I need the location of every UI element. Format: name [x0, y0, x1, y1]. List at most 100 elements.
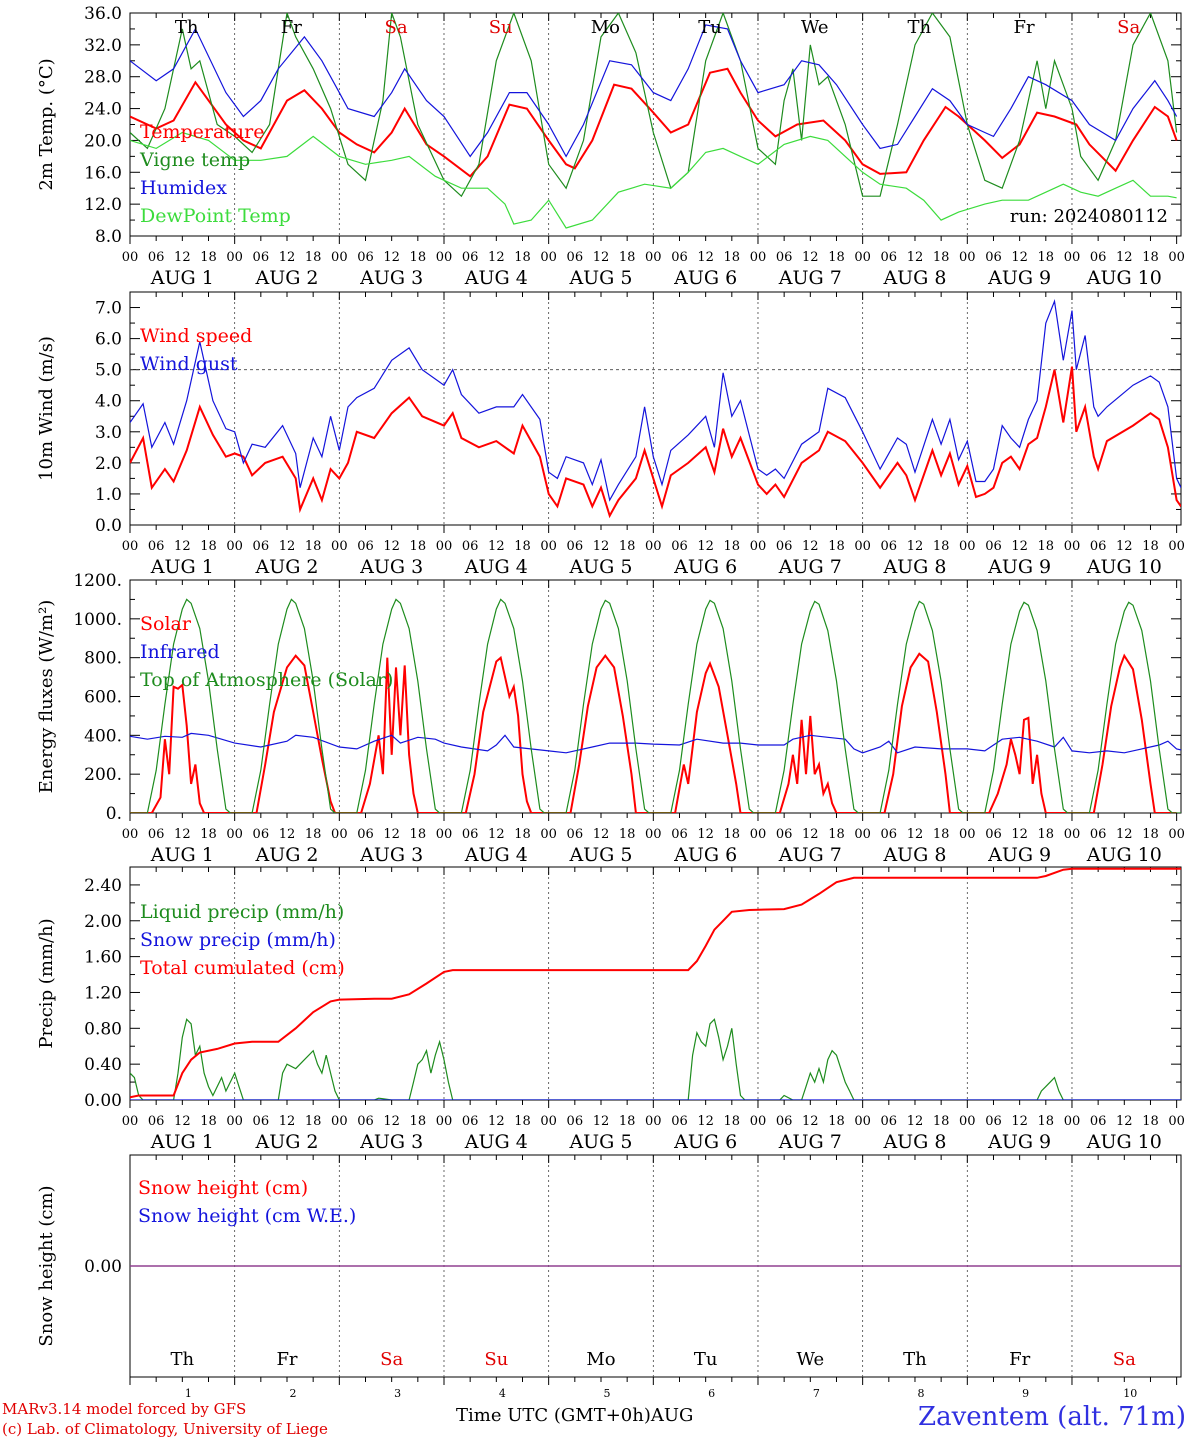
panel-3: 00 06 12 18 00 06 12 18 00 06 12 18 00 06 12 18 00 06 12 18…	[36, 571, 1185, 866]
hour-tick-label: 06	[1090, 250, 1107, 265]
date-label: AUG 4	[464, 1131, 528, 1153]
hour-tick-label: 12	[488, 250, 505, 265]
hour-tick-label: 18	[410, 539, 427, 554]
station-name: Zaventem (alt. 71m)	[918, 1402, 1186, 1432]
date-label: AUG 4	[464, 267, 528, 289]
hour-tick-label: 06	[253, 1114, 270, 1129]
hour-tick-label: 18	[1038, 827, 1055, 842]
hour-tick-label: 06	[881, 250, 898, 265]
hour-tick-label: 12	[802, 827, 819, 842]
panel-4: 00 06 12 18 00 06 12 18 00 06 12 18 00 06 12 18 00 06 12 18…	[36, 866, 1185, 1153]
hour-tick-label: 00	[750, 250, 767, 265]
hour-tick-label: 12	[488, 827, 505, 842]
legend-dewpoint-temp: DewPoint Temp	[140, 205, 291, 227]
series-dewpoint-temp	[130, 131, 1177, 229]
y-tick-label: 28.0	[84, 68, 122, 88]
day-number-label: 5	[603, 1387, 610, 1400]
hour-tick-label: 12	[802, 1114, 819, 1129]
series-wind-speed	[130, 366, 1181, 519]
hour-tick-label: 12	[802, 539, 819, 554]
hour-tick-label: 00	[959, 827, 976, 842]
y-axis-title: Energy fluxes (W/m²)	[36, 600, 57, 794]
series-infrared	[130, 732, 1181, 754]
date-label: AUG 5	[568, 267, 632, 289]
hour-tick-label: 00	[122, 827, 139, 842]
weekday-header: Mo	[591, 17, 620, 38]
weekday-label: Fr	[276, 1349, 297, 1370]
legend-solar: Solar	[140, 613, 192, 635]
hour-tick-label: 18	[933, 1114, 950, 1129]
hour-tick-label: 06	[567, 539, 584, 554]
y-axis-title: Precip (mm/h)	[36, 918, 57, 1048]
run-label: run: 2024080112	[1010, 206, 1168, 227]
hour-tick-label: 06	[985, 827, 1002, 842]
hour-tick-label: 06	[985, 1114, 1002, 1129]
weekday-label: Fr	[1009, 1349, 1030, 1370]
weekday-label: Sa	[380, 1349, 403, 1370]
hour-tick-label: 00	[331, 827, 348, 842]
hour-tick-label: 06	[881, 827, 898, 842]
legend-wind-gust: Wind gust	[140, 353, 238, 375]
hour-tick-label: 06	[462, 250, 479, 265]
hour-tick-label: 12	[697, 539, 714, 554]
date-label: AUG 1	[150, 844, 214, 866]
hour-tick-label: 18	[1038, 539, 1055, 554]
legend-liquid-precip-mm-h-: Liquid precip (mm/h)	[140, 901, 344, 923]
day-number-label: 2	[289, 1387, 296, 1400]
hour-tick-label: 06	[776, 827, 793, 842]
day-number-label: 9	[1022, 1387, 1029, 1400]
date-label: AUG 6	[673, 1131, 737, 1153]
hour-tick-label: 00	[331, 1114, 348, 1129]
plot-frame	[129, 579, 1182, 814]
hour-tick-label: 12	[697, 1114, 714, 1129]
date-label: AUG 7	[778, 844, 842, 866]
hour-tick-label: 00	[645, 827, 662, 842]
series-wind-gust	[130, 299, 1181, 502]
hour-tick-label: 00	[854, 250, 871, 265]
series-top-of-atmosphere-solar-	[130, 598, 1181, 813]
day-number-label: 1	[185, 1387, 192, 1400]
date-label: AUG 3	[359, 1131, 423, 1153]
hour-tick-label: 12	[383, 827, 400, 842]
hour-tick-label: 06	[671, 539, 688, 554]
hour-tick-label: 00	[331, 250, 348, 265]
y-tick-label: 2.00	[84, 912, 122, 932]
hour-tick-label: 06	[985, 250, 1002, 265]
hour-tick-label: 00	[854, 1114, 871, 1129]
y-tick-label: 0.00	[84, 1091, 122, 1111]
hour-tick-label: 06	[1090, 827, 1107, 842]
weekday-header: We	[801, 17, 829, 38]
weekday-header: Su	[489, 17, 513, 38]
hour-tick-label: 18	[1142, 250, 1159, 265]
weekday-label: Tu	[694, 1349, 718, 1370]
series-solar	[130, 652, 1177, 813]
hour-tick-label: 12	[174, 539, 191, 554]
hour-tick-label: 18	[410, 1114, 427, 1129]
day-number-label: 10	[1123, 1387, 1137, 1400]
hour-tick-label: 00	[122, 250, 139, 265]
hour-tick-label: 00	[226, 1114, 243, 1129]
credit-lab: (c) Lab. of Climatology, University of L…	[2, 1420, 328, 1438]
hour-tick-label: 18	[828, 250, 845, 265]
hour-tick-label: 18	[514, 539, 531, 554]
weekday-header: Th	[175, 17, 199, 38]
y-tick-label: 600.	[84, 688, 122, 708]
y-tick-label: 2.0	[95, 454, 122, 474]
hour-tick-label: 12	[488, 539, 505, 554]
hour-tick-label: 12	[1116, 250, 1133, 265]
hour-tick-label: 06	[1090, 539, 1107, 554]
hour-tick-label: 00	[1168, 1114, 1185, 1129]
hour-tick-label: 06	[253, 827, 270, 842]
hour-tick-label: 00	[436, 1114, 453, 1129]
hour-tick-label: 18	[305, 827, 322, 842]
weekday-header: Sa	[384, 17, 407, 38]
hour-tick-label: 18	[410, 827, 427, 842]
legend-wind-speed: Wind speed	[140, 325, 252, 347]
y-tick-label: 1200.	[73, 571, 122, 591]
hour-tick-label: 18	[410, 250, 427, 265]
y-tick-label: 24.0	[84, 100, 122, 120]
weekday-header: Th	[908, 17, 932, 38]
hour-tick-label: 12	[907, 827, 924, 842]
hour-tick-label: 00	[645, 1114, 662, 1129]
y-tick-label: 32.0	[84, 36, 122, 56]
